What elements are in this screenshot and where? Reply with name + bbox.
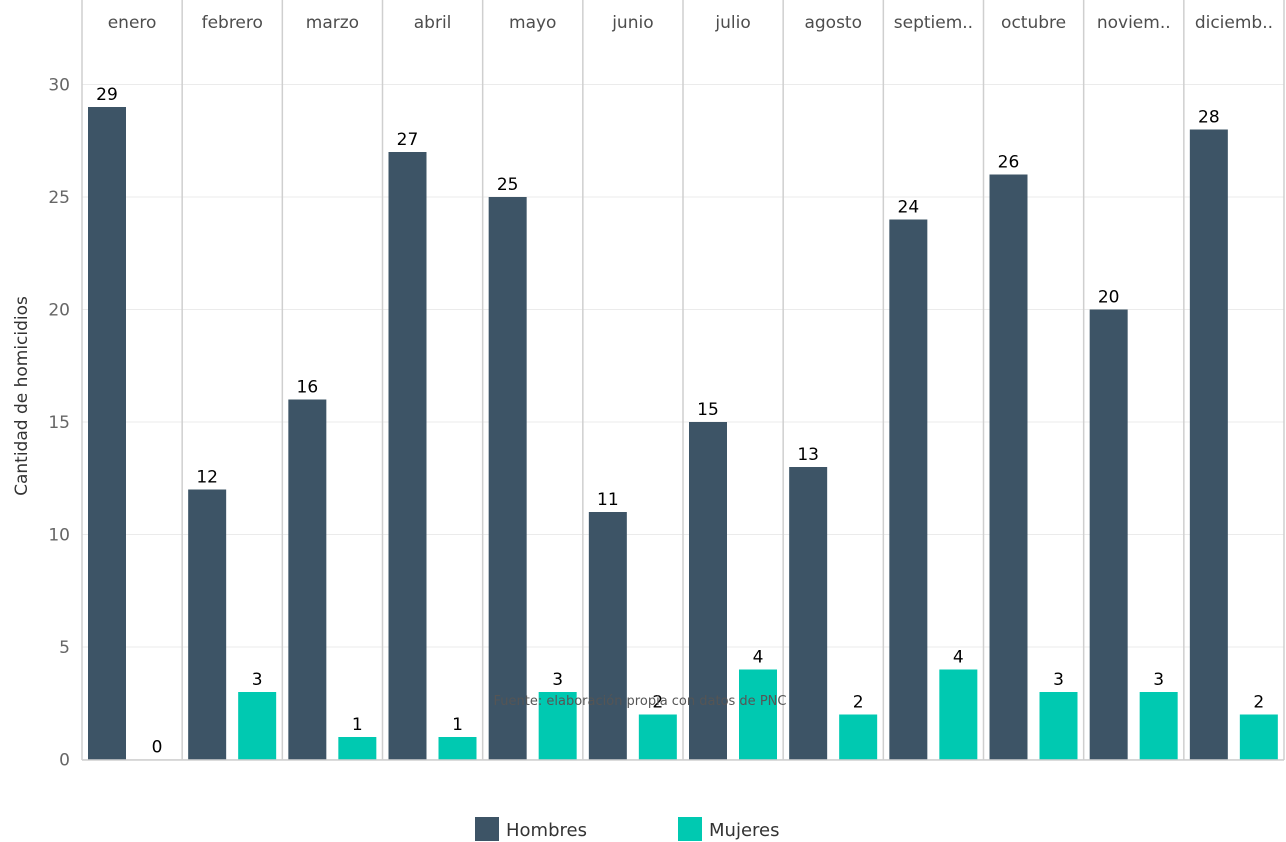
data-label: 13 <box>797 445 819 465</box>
facet-strip-label: marzo <box>306 13 359 33</box>
data-label: 1 <box>452 715 463 735</box>
facet-strip-label: junio <box>611 13 653 33</box>
bar <box>989 174 1028 760</box>
data-label: 3 <box>552 670 563 690</box>
data-label: 2 <box>853 693 864 713</box>
legend-label: Hombres <box>506 820 587 841</box>
y-tick-label: 25 <box>48 188 70 208</box>
data-label: 4 <box>953 648 964 668</box>
data-label: 27 <box>397 130 419 150</box>
data-label: 3 <box>1053 670 1064 690</box>
data-label: 2 <box>652 693 663 713</box>
legend-swatch <box>678 817 702 841</box>
data-label: 3 <box>252 670 263 690</box>
bar <box>939 669 978 760</box>
bar <box>1039 692 1078 760</box>
facet-strip-label: septiem.. <box>894 13 973 33</box>
bar <box>1089 309 1128 760</box>
data-label: 15 <box>697 400 719 420</box>
legend: Hombres Mujeres <box>475 817 779 841</box>
data-label: 3 <box>1153 670 1164 690</box>
bar <box>288 399 327 760</box>
data-label: 26 <box>998 153 1020 173</box>
facet-strip-label: noviem.. <box>1097 13 1171 33</box>
y-tick-label: 10 <box>48 526 70 546</box>
facet-strip-label: febrero <box>202 13 263 33</box>
bar <box>1189 129 1228 760</box>
data-label: 28 <box>1198 108 1220 128</box>
y-axis-label: Cantidad de homicidios <box>12 296 32 496</box>
bar <box>889 219 928 760</box>
label-layer: 29 0 12 3 16 1 27 1 25 3 11 2 15 4 13 2 24 4 26 3 20 3 28 2 <box>96 85 1264 758</box>
bar <box>588 512 627 760</box>
facet-strip-label: octubre <box>1001 13 1066 33</box>
bar <box>488 197 527 760</box>
y-tick-label: 15 <box>48 413 70 433</box>
data-label: 16 <box>297 378 319 398</box>
data-label: 2 <box>1253 693 1264 713</box>
bar <box>1139 692 1178 760</box>
bar <box>438 737 477 760</box>
bar <box>338 737 377 760</box>
bar <box>689 422 727 760</box>
y-tick-label: 5 <box>59 638 70 658</box>
bar <box>739 669 777 760</box>
data-label: 1 <box>352 715 363 735</box>
data-label: 20 <box>1098 288 1120 308</box>
bar <box>789 467 828 760</box>
data-label: 12 <box>196 468 218 488</box>
data-label: 25 <box>497 175 519 195</box>
legend-label: Mujeres <box>709 820 779 841</box>
data-label: 24 <box>898 198 920 218</box>
chart-caption: Fuente: elaboración propia con datos de … <box>494 694 787 709</box>
facet-strip-label: enero <box>108 13 157 33</box>
data-label: 29 <box>96 85 118 105</box>
data-label: 11 <box>597 490 619 510</box>
bar-layer <box>88 107 1278 760</box>
facet-layer: enero febrero marzo abril mayo junio julio agos… <box>81 0 1285 760</box>
data-label: 4 <box>753 648 764 668</box>
bar <box>88 107 126 760</box>
bar <box>388 152 427 760</box>
bar <box>1239 714 1278 760</box>
bar <box>188 489 227 760</box>
bar <box>238 692 277 760</box>
bar <box>839 714 878 760</box>
facet-strip-label: julio <box>714 13 750 33</box>
facet-strip-label: mayo <box>509 13 556 33</box>
bar <box>538 692 577 760</box>
facet-strip-label: abril <box>414 13 452 33</box>
facet-strip-label: diciemb.. <box>1195 13 1273 33</box>
y-tick-label: 20 <box>48 301 70 321</box>
y-tick-label: 0 <box>59 751 70 771</box>
data-label: 0 <box>152 738 163 758</box>
facet-strip-label: agosto <box>804 13 862 33</box>
y-tick-label: 30 <box>48 76 70 96</box>
legend-swatch <box>475 817 499 841</box>
bar <box>638 714 677 760</box>
